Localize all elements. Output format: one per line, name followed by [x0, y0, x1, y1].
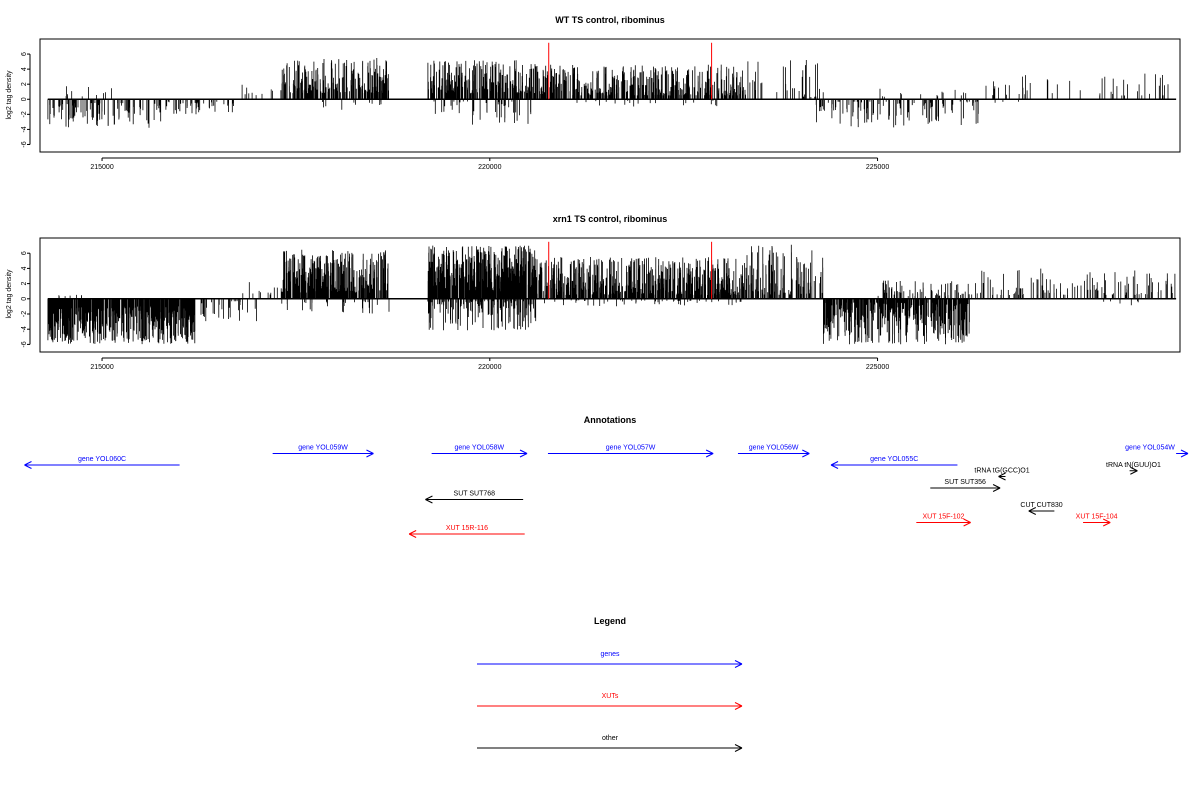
annotation-arrow-trna-tg-gcc-o1: [998, 472, 1006, 481]
legend-label-other: other: [602, 735, 619, 742]
annotation-arrow-gene-yol054w: [1176, 449, 1189, 458]
wt-x-tick-label: 225000: [866, 164, 889, 171]
xrn1-y-tick-label: 4: [21, 266, 28, 270]
legend-arrow-other: [477, 744, 743, 752]
annotation-label-xut-15f-104: XUT 15F-104: [1076, 514, 1118, 521]
annotation-arrow-sut-sut768: [425, 495, 524, 504]
annotation-arrow-gene-yol059w: [272, 449, 374, 458]
xrn1-x-axis: 215000 220000 225000: [90, 357, 889, 371]
legend-arrow-gene: [477, 660, 743, 668]
legend-label-xut: XUTs: [602, 693, 619, 700]
annotation-label-cut-cut830: CUT CUT830: [1020, 502, 1062, 509]
annotation-label-gene-yol060c: gene YOL060C: [78, 456, 126, 463]
annotation-label-gene-yol058w: gene YOL058W: [454, 445, 504, 452]
annotation-arrow-xut-15r-116: [408, 530, 525, 538]
annotation-arrow-xut-15f-102: [916, 518, 971, 527]
wt-y-tick-label: 2: [21, 82, 28, 86]
wt-x-tick-label: 220000: [478, 164, 501, 171]
wt-y-tick-label: 0: [21, 97, 28, 101]
wt-feature-markers: [548, 42, 713, 100]
annotation-label-trna-tg-gcc-o1: tRNA tG(GCC)O1: [974, 468, 1029, 475]
wt-y-tick-label: 6: [21, 52, 28, 56]
wt-y-tick-label: -6: [21, 141, 28, 147]
xrn1-y-tick-label: 2: [21, 282, 28, 286]
wt-signal-bars: [47, 58, 1169, 128]
xrn1-signal-panel: xrn1 TS control, ribominus log2 tag dens…: [6, 214, 1181, 371]
annotation-arrow-gene-yol057w: [547, 449, 714, 458]
xrn1-y-axis-label: log2 tag density: [6, 269, 13, 319]
annotation-arrow-gene-yol055c: [830, 461, 958, 469]
annotation-label-sut-sut356: SUT SUT356: [944, 479, 986, 486]
wt-y-axis-label: log2 tag density: [6, 70, 13, 120]
wt-y-axis: -6 -4 -2 0 2 4 6: [21, 52, 31, 148]
annotation-label-gene-yol055c: gene YOL055C: [870, 456, 918, 463]
annotation-arrow-trna-tn-guu-o1: [1129, 466, 1138, 475]
xrn1-x-tick-label: 220000: [478, 364, 501, 371]
wt-signal-path: [47, 58, 1169, 128]
annotation-arrow-gene-yol058w: [431, 449, 528, 458]
xrn1-y-axis: -6 -4 -2 0 2 4 6: [21, 251, 31, 348]
annotation-arrow-xut-15f-104: [1083, 518, 1111, 527]
wt-signal-panel: WT TS control, ribominus log2 tag densit…: [6, 15, 1181, 171]
annotation-arrow-sut-sut356: [930, 484, 1001, 492]
annotation-label-gene-yol057w: gene YOL057W: [606, 445, 656, 452]
annotations-title: Annotations: [584, 415, 637, 425]
xrn1-feature-markers: [548, 241, 713, 299]
wt-panel-title: WT TS control, ribominus: [555, 15, 665, 25]
xrn1-y-tick-label: 6: [21, 251, 28, 255]
xrn1-x-tick-label: 215000: [90, 364, 113, 371]
wt-y-tick-label: 4: [21, 67, 28, 71]
annotation-label-gene-yol054w: gene YOL054W: [1125, 445, 1175, 452]
xrn1-y-tick-label: 0: [21, 297, 28, 301]
legend-arrow-xut: [477, 702, 743, 710]
legend: genes XUTs other: [477, 651, 743, 752]
annotation-label-xut-15f-102: XUT 15F-102: [923, 514, 965, 521]
xrn1-signal-path: [47, 244, 1176, 345]
xrn1-y-tick-label: -4: [21, 326, 28, 332]
wt-plot-frame: [39, 38, 1181, 153]
wt-y-tick-label: -2: [21, 111, 28, 117]
annotation-track: gene YOL060C gene YOL059W gene YOL058W gene…: [24, 445, 1189, 538]
legend-label-gene: genes: [600, 651, 620, 658]
annotation-arrow-gene-yol060c: [24, 461, 180, 469]
xrn1-panel-title: xrn1 TS control, ribominus: [553, 214, 668, 224]
annotation-label-gene-yol056w: gene YOL056W: [749, 445, 799, 452]
annotation-label-gene-yol059w: gene YOL059W: [298, 445, 348, 452]
xrn1-y-tick-label: -2: [21, 311, 28, 317]
annotation-label-trna-tn-guu-o1: tRNA tN(GUU)O1: [1106, 462, 1161, 469]
xrn1-y-tick-label: -6: [21, 341, 28, 347]
xrn1-x-tick-label: 225000: [866, 364, 889, 371]
wt-x-tick-label: 215000: [90, 164, 113, 171]
annotation-label-sut-sut768: SUT SUT768: [454, 491, 496, 498]
annotation-label-xut-15r-116: XUT 15R-116: [446, 525, 488, 532]
xrn1-plot-frame: [39, 237, 1181, 353]
xrn1-signal-bars: [47, 244, 1176, 345]
wt-y-tick-label: -4: [21, 126, 28, 132]
annotation-arrow-cut-cut830: [1028, 507, 1055, 515]
wt-x-axis: 215000 220000 225000: [90, 157, 889, 171]
annotation-arrow-gene-yol056w: [737, 449, 810, 458]
legend-title: Legend: [594, 616, 626, 626]
